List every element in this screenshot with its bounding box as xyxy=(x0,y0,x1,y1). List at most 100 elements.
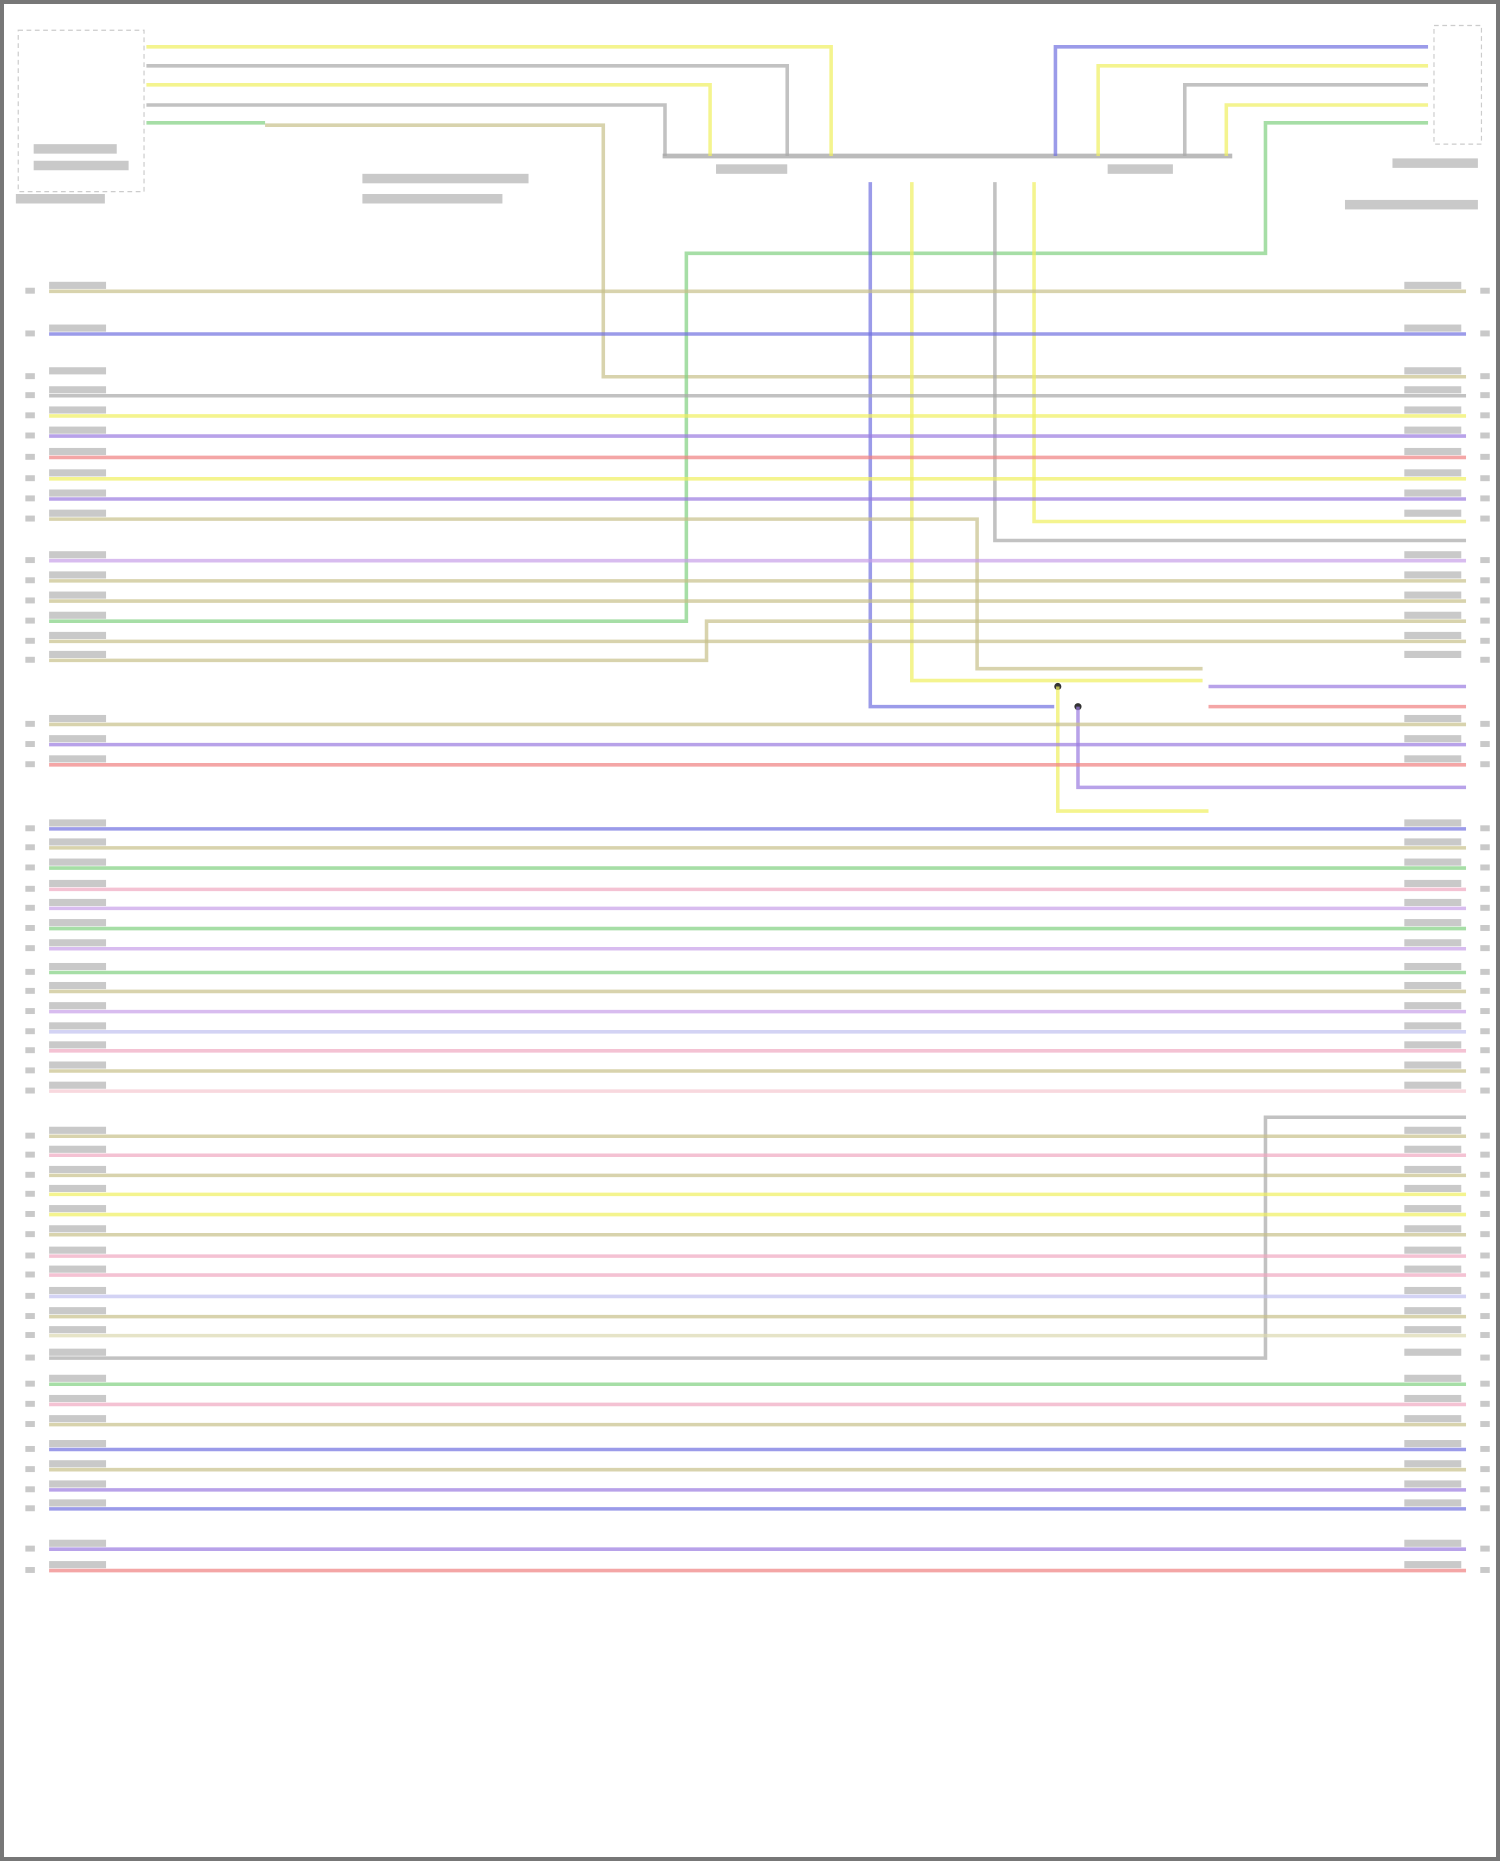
pin-number xyxy=(1480,720,1490,727)
wire-route xyxy=(146,103,667,157)
wire-route xyxy=(49,517,1203,671)
wire-label xyxy=(1404,898,1462,907)
left-connector xyxy=(17,29,145,193)
wire-label xyxy=(1404,1460,1462,1468)
pin-number xyxy=(1480,825,1490,832)
pin-number xyxy=(25,741,35,747)
wire-label xyxy=(1404,1184,1462,1193)
pin-number xyxy=(1480,637,1490,644)
pin-number xyxy=(25,1211,35,1217)
wire-route xyxy=(1056,686,1209,813)
pin-number xyxy=(25,968,35,975)
wire-label xyxy=(49,386,107,394)
pin-number xyxy=(1480,373,1490,380)
wire-label xyxy=(49,1307,107,1315)
legend-item xyxy=(362,193,503,204)
wire-label xyxy=(49,281,107,289)
wire-label xyxy=(49,509,107,517)
pin-number xyxy=(1480,1400,1490,1407)
bus-label xyxy=(1107,164,1173,174)
wire-route xyxy=(1053,45,1429,157)
pin-number xyxy=(1480,1445,1490,1452)
wire-label xyxy=(1404,755,1462,763)
pin-number xyxy=(25,1067,35,1074)
wire-label xyxy=(49,426,107,434)
wire-label xyxy=(1404,324,1462,332)
pin-number xyxy=(1480,1151,1490,1158)
wire-label xyxy=(1404,367,1462,375)
wire-label xyxy=(49,755,107,763)
pin-number xyxy=(1480,885,1490,892)
pin-number xyxy=(1480,475,1490,482)
wire-label xyxy=(49,1002,107,1010)
pin-number xyxy=(25,1445,35,1452)
wire-label xyxy=(1404,1265,1462,1273)
wire-label xyxy=(49,447,107,456)
pin-number xyxy=(1480,1271,1490,1278)
wire-label xyxy=(1404,1480,1462,1488)
wire-label xyxy=(1404,1394,1462,1403)
wire-label xyxy=(49,1265,107,1273)
pin-number xyxy=(25,844,35,851)
bus-bar xyxy=(662,153,1233,159)
right-connector xyxy=(1433,24,1483,145)
wire-label xyxy=(49,819,107,827)
wire-label xyxy=(49,1286,107,1295)
pin-number xyxy=(25,1151,35,1158)
pin-number xyxy=(1480,577,1490,584)
wire-label xyxy=(49,1460,107,1468)
pin-number xyxy=(1480,1231,1490,1238)
wire-label xyxy=(1404,1539,1462,1547)
wire-label xyxy=(1404,1246,1462,1254)
wire-label xyxy=(1404,1126,1462,1134)
wire-label xyxy=(1404,962,1462,971)
pin-number xyxy=(1480,1466,1490,1473)
wire-label xyxy=(49,367,107,375)
right-module-label xyxy=(1344,199,1478,210)
pin-number xyxy=(1480,287,1490,294)
wire-label xyxy=(1404,919,1462,927)
pin-number xyxy=(25,825,35,832)
wire-label xyxy=(1404,879,1462,888)
pin-number xyxy=(25,1567,35,1573)
pin-number xyxy=(25,1047,35,1054)
pin-number xyxy=(25,925,35,931)
pin-number xyxy=(1480,1292,1490,1299)
pin-number xyxy=(1480,330,1490,337)
wire-label xyxy=(1404,571,1462,579)
pin-number xyxy=(25,1231,35,1238)
pin-number xyxy=(1480,1380,1490,1387)
wire-label xyxy=(1404,469,1462,477)
wire-label xyxy=(49,714,107,723)
pin-number xyxy=(1480,904,1490,911)
pin-number xyxy=(25,495,35,502)
pin-number xyxy=(1480,761,1490,768)
wire-route xyxy=(49,1115,1467,1360)
wire-route xyxy=(868,182,1055,709)
wire-label xyxy=(1404,1326,1462,1334)
pin-number xyxy=(1480,1252,1490,1259)
wire-label xyxy=(49,650,107,658)
legend-item xyxy=(362,173,529,184)
pin-number xyxy=(1480,617,1490,624)
pin-number xyxy=(1480,1421,1490,1427)
pin-number xyxy=(25,761,35,768)
wire-label xyxy=(1404,1225,1462,1233)
pin-number xyxy=(1480,987,1490,994)
wire-label xyxy=(1404,981,1462,990)
wire-label xyxy=(49,1061,107,1069)
wire-label xyxy=(1404,714,1462,723)
pin-number xyxy=(1480,1008,1490,1015)
pin-number xyxy=(25,453,35,460)
pin-number xyxy=(25,1132,35,1139)
pin-number xyxy=(25,987,35,994)
pin-number xyxy=(25,475,35,482)
pin-number xyxy=(1480,968,1490,975)
pin-number xyxy=(25,1271,35,1278)
horizontal-wires xyxy=(25,281,1490,1573)
wire-label xyxy=(1404,386,1462,394)
pin-number xyxy=(25,885,35,892)
wire-label xyxy=(49,1348,107,1356)
pin-number xyxy=(25,330,35,337)
wire-label xyxy=(1404,406,1462,414)
